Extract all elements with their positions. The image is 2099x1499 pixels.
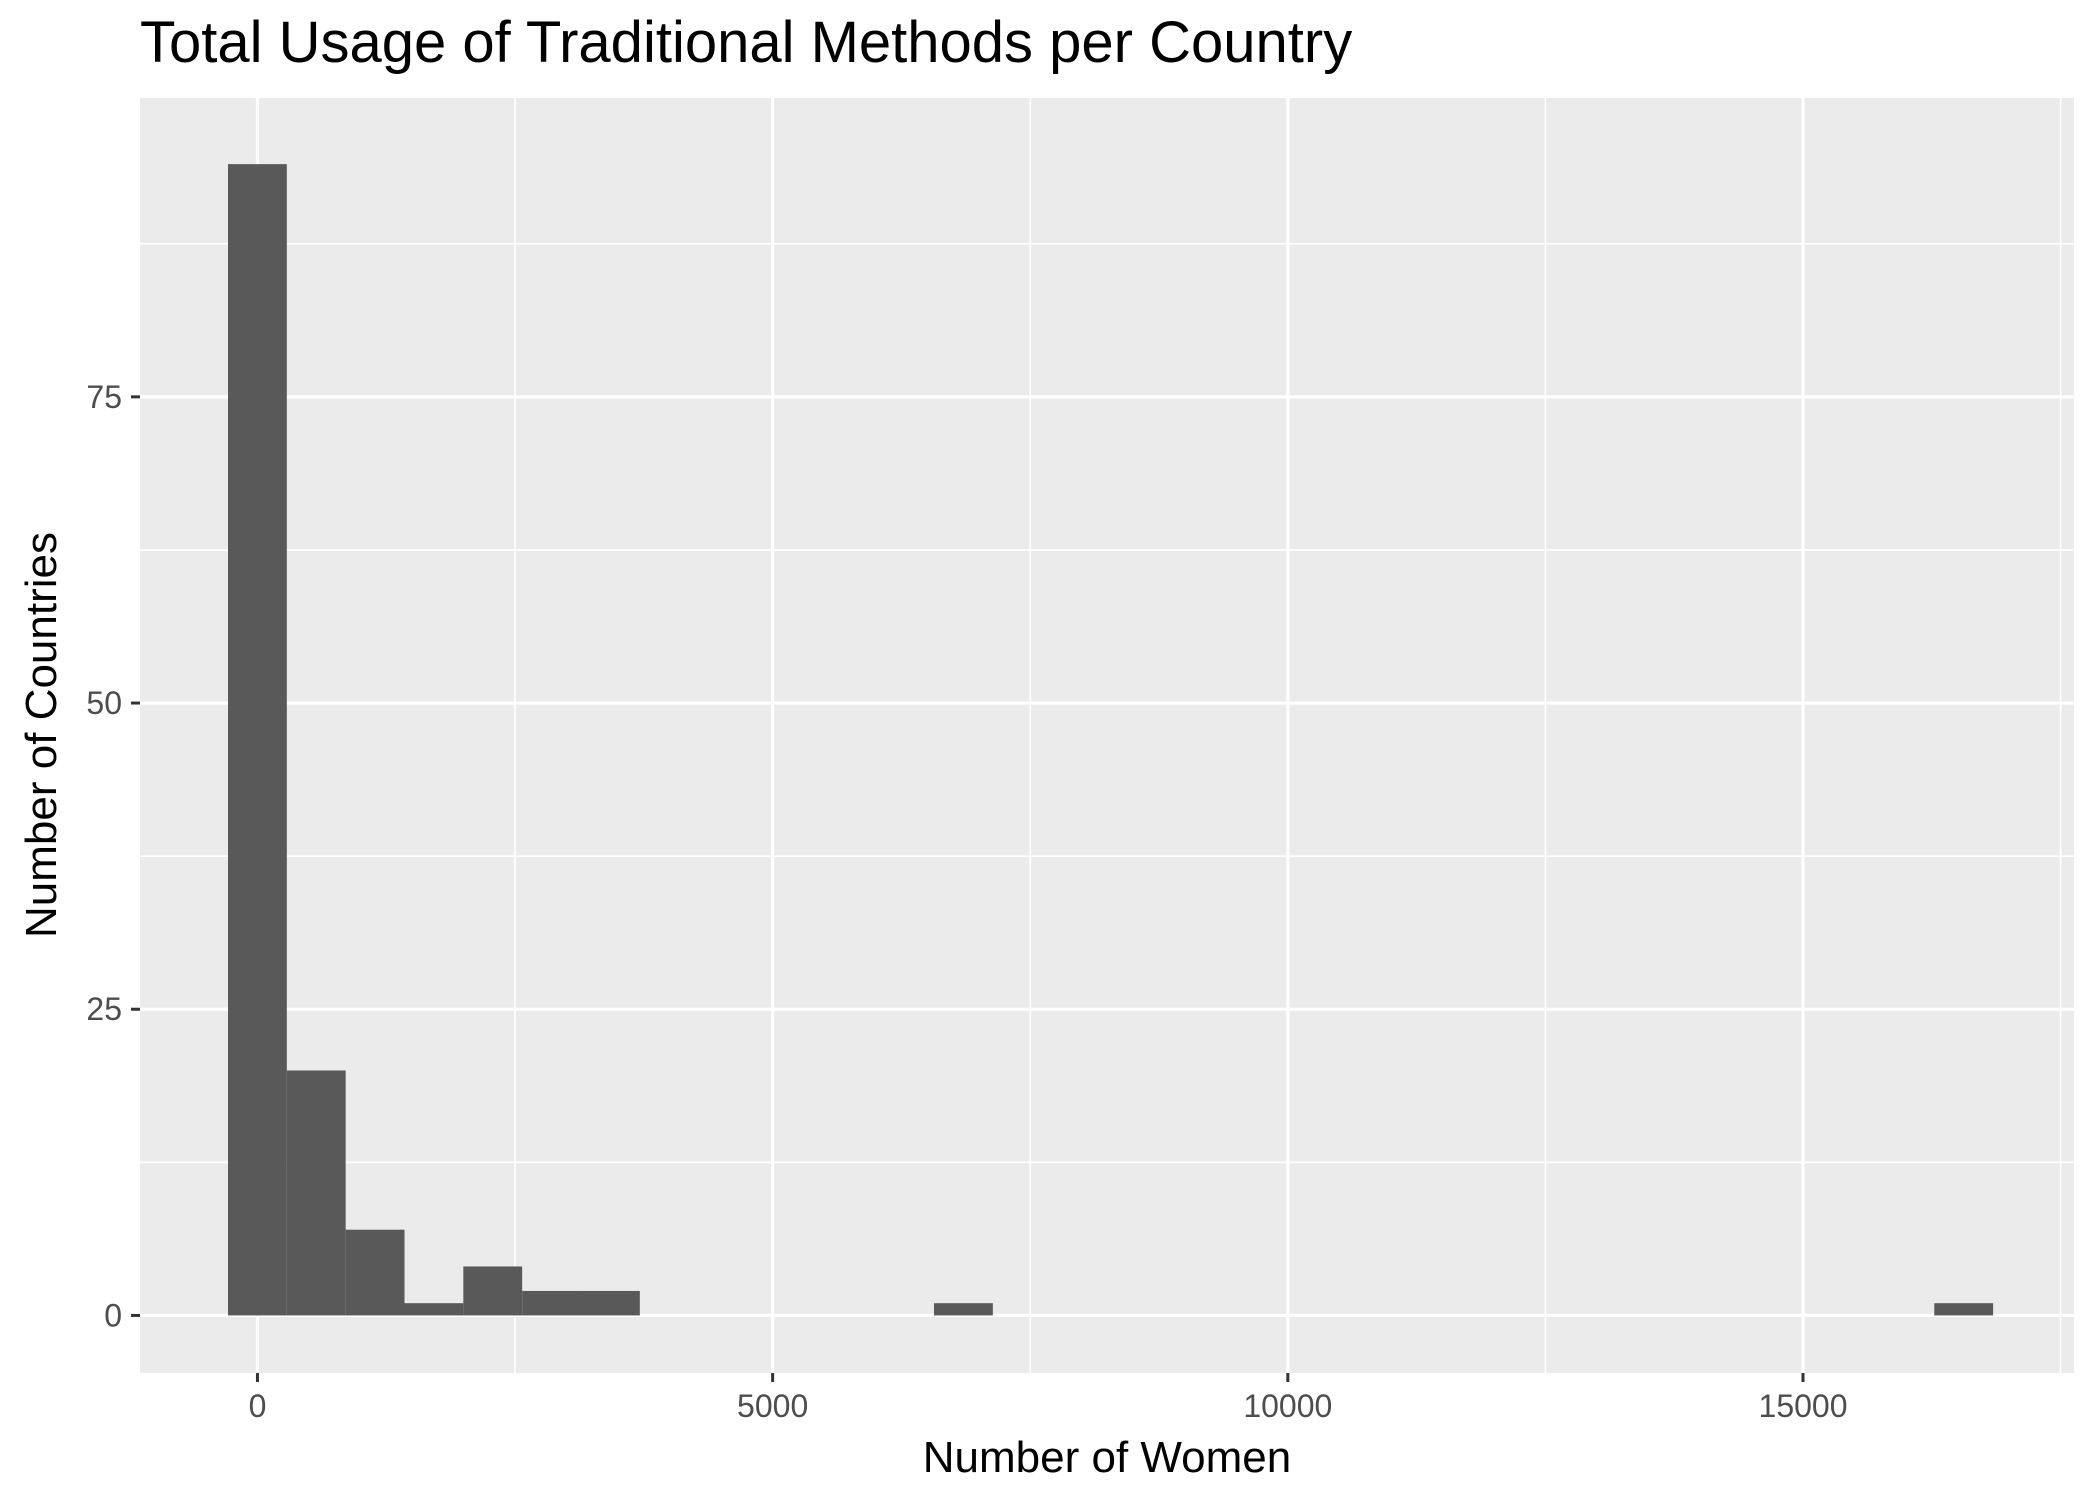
chart-title: Total Usage of Traditional Methods per C… bbox=[140, 10, 1352, 75]
x-tick-label: 0 bbox=[249, 1388, 267, 1424]
axis-ticks bbox=[131, 395, 1805, 1382]
histogram-bar bbox=[580, 1290, 640, 1316]
y-tick-label: 0 bbox=[104, 1297, 122, 1333]
plot-panel bbox=[140, 98, 2074, 1373]
x-tick-label: 5000 bbox=[737, 1388, 808, 1424]
x-axis-title: Number of Women bbox=[923, 1433, 1291, 1482]
y-tick-label: 75 bbox=[86, 379, 122, 415]
y-tick-label: 25 bbox=[86, 991, 122, 1027]
histogram-bar bbox=[934, 1303, 993, 1316]
gridlines bbox=[140, 98, 2074, 1373]
histogram-bar bbox=[345, 1229, 405, 1316]
histogram-bar bbox=[463, 1266, 523, 1316]
histogram-bar bbox=[522, 1290, 581, 1316]
x-tick-label: 15000 bbox=[1759, 1388, 1848, 1424]
tick-labels: 0 5000 10000 15000 0 25 50 75 bbox=[86, 379, 1847, 1424]
y-tick-label: 50 bbox=[86, 685, 122, 721]
histogram-bar bbox=[227, 164, 287, 1316]
histogram-bar bbox=[286, 1070, 346, 1316]
y-axis-title: Number of Countries bbox=[17, 532, 66, 938]
x-tick-label: 10000 bbox=[1243, 1388, 1332, 1424]
histogram-bar bbox=[404, 1303, 464, 1316]
histogram-bars bbox=[227, 164, 1994, 1316]
histogram-bar bbox=[1934, 1303, 1994, 1316]
